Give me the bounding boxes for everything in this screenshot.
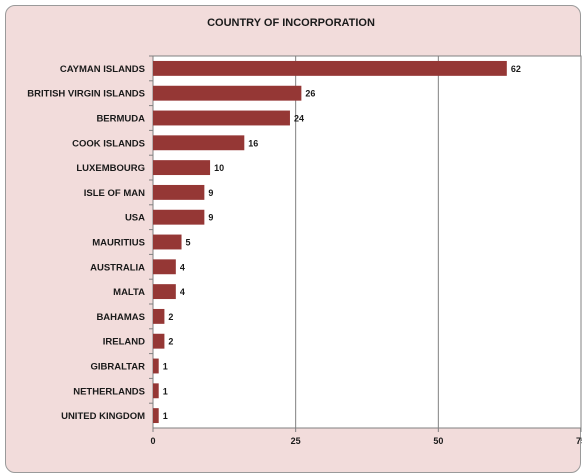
category-label: UNITED KINGDOM bbox=[61, 411, 145, 422]
category-label: BAHAMAS bbox=[96, 312, 145, 323]
category-label: USA bbox=[125, 213, 145, 224]
data-label: 2 bbox=[168, 312, 173, 322]
data-label: 16 bbox=[248, 138, 258, 148]
category-label: ISLE OF MAN bbox=[84, 188, 145, 199]
bar bbox=[153, 358, 159, 374]
bar bbox=[153, 209, 205, 225]
data-label: 1 bbox=[163, 411, 168, 421]
data-label: 10 bbox=[214, 163, 224, 173]
bar bbox=[153, 234, 182, 250]
bar bbox=[153, 85, 302, 101]
bar bbox=[153, 160, 211, 176]
bar bbox=[153, 383, 159, 399]
category-label: GIBRALTAR bbox=[90, 362, 145, 373]
bar bbox=[153, 259, 176, 275]
category-label: LUXEMBOURG bbox=[76, 163, 145, 174]
data-label: 4 bbox=[180, 262, 185, 272]
category-label: CAYMAN ISLANDS bbox=[60, 64, 145, 75]
data-label: 26 bbox=[305, 89, 315, 99]
data-label: 62 bbox=[511, 64, 521, 74]
bar bbox=[153, 184, 205, 200]
category-label: BRITISH VIRGIN ISLANDS bbox=[27, 89, 145, 100]
bar bbox=[153, 110, 290, 126]
category-label: IRELAND bbox=[103, 337, 145, 348]
chart-title: COUNTRY OF INCORPORATION bbox=[207, 17, 375, 29]
x-tick-label: 75 bbox=[576, 436, 582, 446]
category-label: AUSTRALIA bbox=[90, 262, 145, 273]
category-label: MALTA bbox=[113, 287, 145, 298]
data-label: 1 bbox=[163, 386, 168, 396]
data-label: 24 bbox=[294, 114, 304, 124]
bar bbox=[153, 308, 165, 324]
category-label: BERMUDA bbox=[96, 114, 145, 125]
data-label: 9 bbox=[208, 213, 213, 223]
category-label: MAURITIUS bbox=[92, 238, 145, 249]
bar bbox=[153, 408, 159, 424]
data-label: 4 bbox=[180, 287, 185, 297]
data-label: 2 bbox=[168, 337, 173, 347]
x-tick-label: 25 bbox=[291, 436, 301, 446]
bar bbox=[153, 60, 507, 76]
x-tick-label: 0 bbox=[150, 436, 155, 446]
data-label: 5 bbox=[186, 238, 191, 248]
category-label: COOK ISLANDS bbox=[72, 138, 145, 149]
data-label: 1 bbox=[163, 362, 168, 372]
category-label: NETHERLANDS bbox=[73, 386, 145, 397]
bar bbox=[153, 333, 165, 349]
x-tick-label: 50 bbox=[433, 436, 443, 446]
data-label: 9 bbox=[208, 188, 213, 198]
bar bbox=[153, 135, 245, 151]
bar bbox=[153, 284, 176, 300]
